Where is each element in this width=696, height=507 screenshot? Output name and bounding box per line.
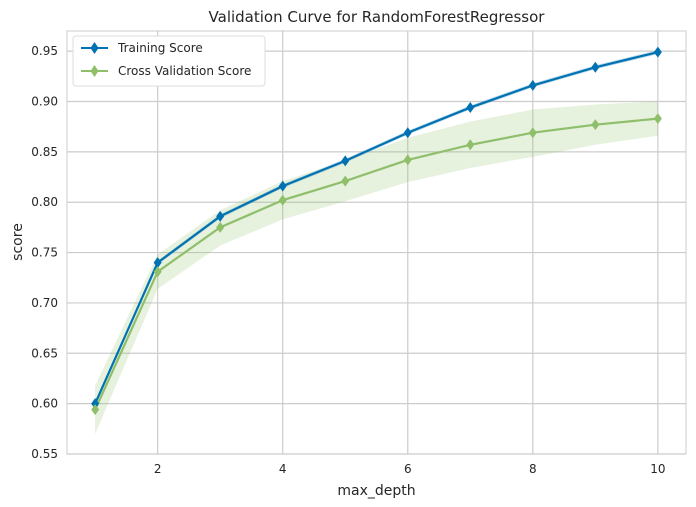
legend-marker-cross-validation (90, 65, 99, 77)
y-tick-label: 0.85 (31, 145, 58, 159)
data-point-training (91, 398, 100, 410)
data-point-training (341, 155, 350, 167)
legend-marker-training (90, 42, 99, 54)
data-point-cross-validation (153, 266, 162, 278)
series-line-training (94, 51, 659, 405)
legend-box (72, 35, 266, 87)
data-point-cross-validation (591, 119, 600, 131)
x-tick-label: 6 (404, 462, 412, 476)
data-point-training (153, 257, 162, 269)
series-markers (91, 46, 662, 416)
y-axis-label: score (10, 223, 26, 261)
x-tick-label: 8 (529, 462, 537, 476)
data-point-cross-validation (466, 139, 475, 151)
y-tick-label: 0.60 (31, 397, 58, 411)
y-tick-label: 0.65 (31, 346, 58, 360)
data-point-training (528, 79, 537, 91)
data-point-training (591, 61, 600, 73)
legend: Training Score Cross Validation Score (72, 35, 266, 87)
chart-title: Validation Curve for RandomForestRegress… (209, 8, 546, 26)
data-point-cross-validation (216, 221, 225, 233)
data-point-training (216, 210, 225, 222)
y-tick-label: 0.55 (31, 447, 58, 461)
series-lines (94, 51, 659, 411)
plot-frame (66, 30, 687, 455)
series-line-cross-validation (94, 117, 658, 411)
data-point-cross-validation (528, 127, 537, 139)
y-tick-label: 0.95 (31, 44, 58, 58)
legend-label-cross-validation: Cross Validation Score (118, 64, 251, 78)
data-point-training (466, 102, 475, 114)
data-point-training (403, 127, 412, 139)
confidence-bands (95, 50, 658, 434)
confidence-band-cross-validation (95, 101, 658, 434)
x-tick-label: 2 (154, 462, 162, 476)
x-axis-label: max_depth (337, 483, 415, 499)
y-axis-ticks: 0.55 0.60 0.65 0.70 0.75 0.80 0.85 0.90 0.95 (31, 44, 58, 461)
data-point-cross-validation (341, 175, 350, 187)
y-tick-label: 0.90 (31, 95, 58, 109)
x-tick-label: 10 (650, 462, 665, 476)
data-point-training (653, 46, 662, 58)
data-point-cross-validation (403, 154, 412, 166)
data-point-cross-validation (91, 404, 100, 416)
y-tick-label: 0.70 (31, 296, 58, 310)
data-point-cross-validation (278, 194, 287, 206)
plot-area (67, 31, 686, 454)
legend-label-training: Training Score (117, 41, 203, 55)
y-tick-label: 0.80 (31, 195, 58, 209)
y-tick-label: 0.75 (31, 246, 58, 260)
data-point-cross-validation (653, 113, 662, 125)
x-axis-ticks: 2 4 6 8 10 (154, 462, 666, 476)
data-point-training (278, 180, 287, 192)
x-tick-label: 4 (279, 462, 287, 476)
